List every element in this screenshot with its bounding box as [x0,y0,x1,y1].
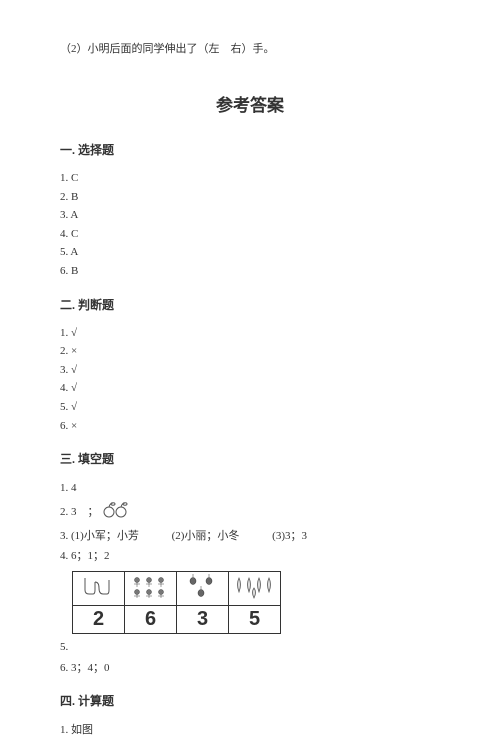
cell-num-3: 3 [177,605,229,633]
section-4-answers: 1. 如图 [60,721,440,740]
count-table: 2 6 3 5 [72,571,281,634]
s3-a3a: 3. (1)小军；小芳 [60,527,139,546]
section-1-title: 一. 选择题 [60,141,440,158]
s2-a4: 4. √ [60,380,440,398]
cell-pic-2 [125,571,177,605]
s3-a3b: (2)小丽；小冬 [172,527,240,546]
s4-a1: 1. 如图 [60,721,440,740]
cell-pic-3 [177,571,229,605]
s2-a1: 1. √ [60,325,440,343]
s1-a1: 1. C [60,170,440,188]
s2-a5: 5. √ [60,399,440,417]
cell-pic-4 [229,571,281,605]
section-2-answers: 1. √ 2. × 3. √ 4. √ 5. √ 6. × [60,325,440,436]
s2-a2: 2. × [60,343,440,361]
s3-a5-container: 2 6 3 5 [60,571,440,634]
s3-a3c: (3)3；3 [272,527,307,546]
s3-a1: 1. 4 [60,479,440,498]
s3-a4: 4. 6；1；2 [60,547,440,566]
cell-num-4: 5 [229,605,281,633]
s1-a6: 6. B [60,263,440,281]
s1-a4: 4. C [60,226,440,244]
apple-icon [101,500,131,525]
s1-a5: 5. A [60,244,440,262]
top-question: （2）小明后面的同学伸出了（左 右）手。 [60,40,440,56]
s1-a2: 2. B [60,189,440,207]
s1-a3: 3. A [60,207,440,225]
s3-a5-prefix: 5. [60,638,68,657]
section-3-answers: 1. 4 2. 3 ； 3. (1)小军；小芳 (2)小丽；小冬 (3)3；3 … [60,479,440,677]
s2-a6: 6. × [60,418,440,436]
section-2-title: 二. 判断题 [60,296,440,313]
s3-a2: 2. 3 ； [60,500,440,525]
s3-a2-prefix: 2. 3 ； [60,506,99,518]
s2-a3: 3. √ [60,362,440,380]
cell-num-1: 2 [73,605,125,633]
s3-a6: 6. 3；4；0 [60,659,440,678]
cell-num-2: 6 [125,605,177,633]
section-3-title: 三. 填空题 [60,450,440,467]
main-title: 参考答案 [60,91,440,116]
s3-a3: 3. (1)小军；小芳 (2)小丽；小冬 (3)3；3 [60,527,440,546]
section-1-answers: 1. C 2. B 3. A 4. C 5. A 6. B [60,170,440,281]
cell-pic-1 [73,571,125,605]
